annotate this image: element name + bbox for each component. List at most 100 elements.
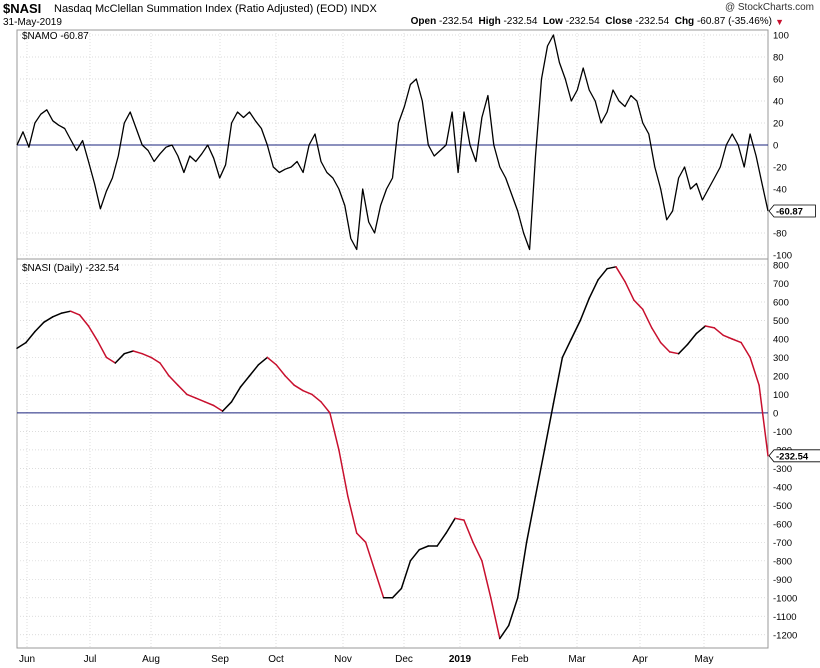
- y-tick-label-nasi: -900: [773, 575, 792, 586]
- y-tick-label-nasi: -600: [773, 519, 792, 530]
- x-tick-label: Mar: [568, 654, 586, 665]
- index-full-name: Nasdaq McClellan Summation Index (Ratio …: [54, 3, 348, 15]
- series-segment-nasi: [624, 280, 635, 301]
- y-tick-label-nasi: -100: [773, 427, 792, 438]
- series-segment-nasi: [338, 449, 349, 497]
- series-segment-nasi: [561, 338, 573, 359]
- series-segment-nasi: [43, 316, 54, 324]
- y-tick-label-namo: 60: [773, 75, 784, 86]
- series-segment-nasi: [78, 314, 90, 327]
- series-segment-nasi: [212, 404, 224, 412]
- series-segment-nasi: [704, 325, 716, 329]
- series-segment-nasi: [740, 341, 751, 359]
- series-segment-nasi: [105, 356, 117, 364]
- series-segment-nasi: [579, 297, 590, 322]
- stockcharts-credit[interactable]: @ StockCharts.com: [724, 2, 814, 13]
- series-segment-nasi: [391, 587, 403, 599]
- last-value-tag-namo: [768, 204, 816, 218]
- panel-frame-nasi: [16, 258, 769, 649]
- open-value: -232.54: [438, 16, 473, 27]
- y-tick-label-nasi: -1200: [773, 630, 797, 641]
- x-tick-label: Nov: [334, 654, 352, 665]
- y-tick-label-nasi: -1100: [773, 612, 797, 623]
- series-segment-nasi: [758, 384, 769, 457]
- series-segment-nasi: [311, 393, 322, 403]
- chart-header: $NASI Nasdaq McClellan Summation Index (…: [0, 0, 820, 30]
- series-segment-nasi: [606, 266, 617, 270]
- series-segment-nasi: [695, 325, 707, 335]
- chg-value: -60.87 (-35.46%): [696, 16, 772, 27]
- series-segment-nasi: [418, 545, 430, 551]
- series-segment-nasi: [570, 319, 582, 340]
- y-tick-label-nasi: 700: [773, 279, 789, 290]
- high-label: High: [478, 16, 501, 27]
- close-value: -232.54: [635, 16, 670, 27]
- down-arrow-icon: ▼: [775, 17, 784, 27]
- y-tick-label-namo: -20: [773, 163, 787, 174]
- y-tick-label-namo: 0: [773, 141, 778, 152]
- series-segment-nasi: [284, 375, 295, 386]
- last-value-tag-nasi: [768, 449, 820, 463]
- series-segment-nasi: [329, 412, 340, 451]
- series-segment-nasi: [257, 356, 269, 366]
- series-segment-nasi: [686, 332, 698, 346]
- series-segment-nasi: [588, 279, 599, 300]
- series-segment-nasi: [168, 375, 179, 386]
- series-segment-nasi: [713, 327, 725, 337]
- chg-label: Chg: [674, 16, 695, 27]
- series-segment-nasi: [534, 449, 546, 497]
- y-tick-label-namo: 40: [773, 97, 784, 108]
- series-segment-nasi: [123, 350, 134, 355]
- series-segment-nasi: [347, 495, 358, 534]
- chart-date: 31-May-2019: [3, 17, 62, 28]
- close-label: Close: [605, 16, 633, 27]
- series-segment-nasi: [543, 402, 555, 451]
- series-segment-nasi: [677, 343, 689, 355]
- y-tick-label-nasi: 200: [773, 371, 789, 382]
- series-segment-nasi: [239, 375, 251, 388]
- series-segment-nasi: [204, 401, 215, 407]
- high-value: -232.54: [503, 16, 538, 27]
- series-segment-nasi: [114, 352, 126, 364]
- series-segment-nasi: [355, 532, 367, 544]
- series-segment-nasi: [615, 266, 626, 283]
- last-value-label-nasi: -232.54: [776, 451, 809, 462]
- series-segment-nasi: [373, 569, 385, 599]
- series-segment-nasi: [25, 330, 36, 344]
- x-tick-label: Jul: [84, 654, 97, 665]
- y-tick-label-nasi: 400: [773, 334, 789, 345]
- x-tick-label: Oct: [268, 654, 284, 665]
- series-segment-nasi: [668, 351, 680, 355]
- x-tick-label: Jun: [19, 654, 35, 665]
- series-segment-nasi: [364, 541, 376, 571]
- series-segment-nasi: [195, 397, 206, 403]
- x-tick-label: Dec: [395, 654, 413, 665]
- series-segment-nasi: [445, 517, 456, 534]
- series-segment-nasi: [230, 386, 242, 403]
- exchange-code: INDX: [350, 3, 377, 15]
- series-segment-nasi: [96, 340, 108, 359]
- open-label: Open: [410, 16, 437, 27]
- series-segment-nasi: [52, 312, 63, 318]
- series-segment-nasi: [454, 517, 465, 521]
- y-tick-label-namo: -80: [773, 229, 787, 240]
- y-tick-label-nasi: 500: [773, 316, 789, 327]
- series-segment-nasi: [436, 532, 447, 547]
- series-segment-nasi: [516, 541, 528, 599]
- series-segment-nasi: [87, 325, 99, 342]
- series-segment-nasi: [16, 341, 27, 349]
- x-tick-label: May: [695, 654, 714, 665]
- y-tick-label-nasi: -1000: [773, 593, 797, 604]
- y-tick-label-nasi: 0: [773, 408, 778, 419]
- y-tick-label-nasi: 300: [773, 353, 789, 364]
- y-tick-label-nasi: -800: [773, 556, 792, 567]
- ohlc-readout: Open -232.54 High -232.54 Low -232.54 Cl…: [411, 16, 772, 27]
- y-tick-label-namo: 100: [773, 31, 789, 42]
- series-line-namo: [16, 34, 769, 251]
- series-segment-nasi: [150, 356, 161, 364]
- y-tick-label-nasi: -300: [773, 464, 792, 475]
- series-segment-nasi: [186, 393, 197, 399]
- series-segment-nasi: [659, 341, 671, 353]
- y-tick-label-namo: 20: [773, 119, 784, 130]
